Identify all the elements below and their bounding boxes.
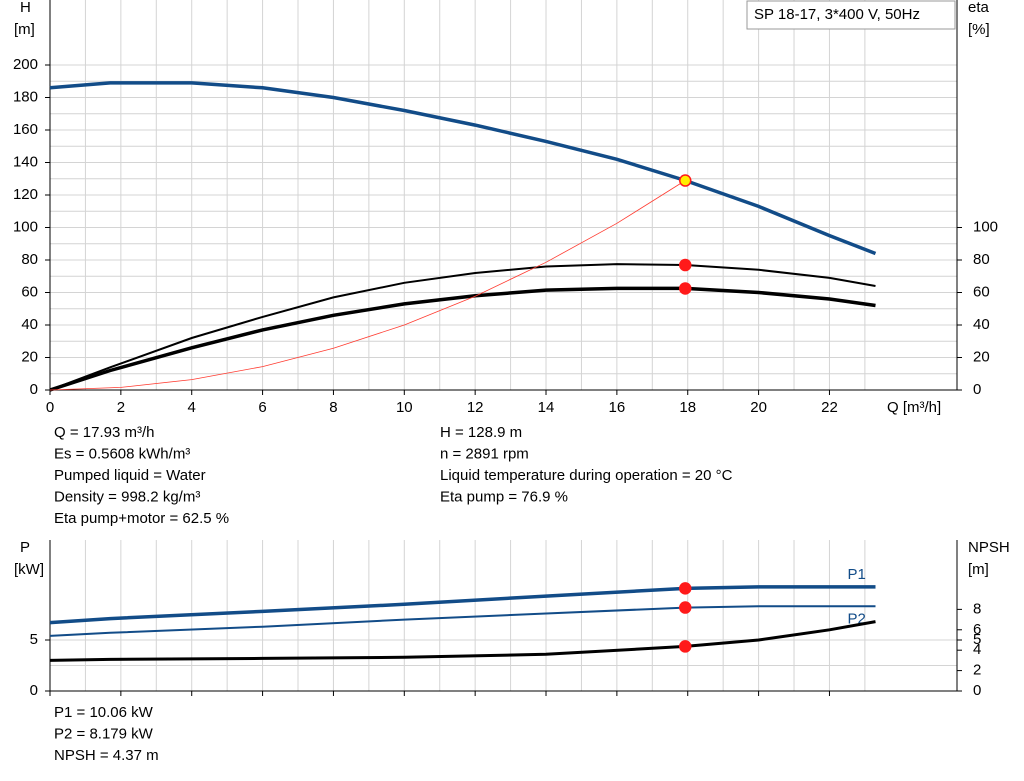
y-tick-label: 0 (30, 381, 38, 398)
y-axis-unit: [kW] (14, 561, 44, 578)
x-tick-label: 4 (188, 399, 196, 416)
y2-tick-label: 8 (973, 600, 981, 617)
legend-box (746, 0, 956, 30)
curve (49, 263, 876, 391)
x-tick-label: 0 (46, 399, 54, 416)
info-text: n = 2891 rpm (440, 445, 529, 462)
y2-tick-label: 4 (973, 641, 981, 658)
y2-tick-label: 80 (973, 251, 990, 268)
x-tick-label: 6 (258, 399, 266, 416)
curve (49, 585, 876, 625)
info-text: Es = 0.5608 kWh/m³ (54, 445, 190, 462)
x-tick-label: 2 (117, 399, 125, 416)
curve (49, 605, 876, 637)
y-tick-label: 200 (13, 56, 38, 73)
info-text: P1 = 10.06 kW (54, 704, 154, 721)
x-tick-label: 18 (679, 399, 696, 416)
x-tick-label: 14 (538, 399, 555, 416)
x-tick-label: 22 (821, 399, 838, 416)
y-tick-label: 0 (30, 682, 38, 699)
legend-text: SP 18-17, 3*400 V, 50Hz (754, 6, 920, 23)
y2-tick-label: 6 (973, 621, 981, 638)
curve (49, 81, 877, 256)
x-tick-label: 10 (396, 399, 413, 416)
info-text: Eta pump+motor = 62.5 % (54, 510, 229, 527)
y-tick-label: 40 (21, 316, 38, 333)
y-axis-label: P (20, 539, 30, 556)
y-tick-label: 140 (13, 153, 38, 170)
curve (49, 620, 876, 662)
info-text: P2 = 8.179 kW (54, 725, 154, 742)
y2-tick-label: 0 (973, 682, 981, 699)
y-tick-label: 80 (21, 251, 38, 268)
y-axis-label: H (20, 0, 31, 16)
y2-axis-unit: [m] (968, 561, 989, 578)
y-tick-label: 120 (13, 186, 38, 203)
y-tick-label: 100 (13, 218, 38, 235)
x-tick-label: 8 (329, 399, 337, 416)
y2-tick-label: 2 (973, 662, 981, 679)
info-text: Q = 17.93 m³/h (54, 424, 154, 441)
info-text: Liquid temperature during operation = 20… (440, 467, 733, 484)
y-tick-label: 180 (13, 88, 38, 105)
info-text: Eta pump = 76.9 % (440, 488, 568, 505)
y2-axis-label: eta (968, 0, 990, 16)
y2-tick-label: 60 (973, 283, 990, 300)
y2-axis-label: NPSH (968, 539, 1010, 556)
x-tick-label: 20 (750, 399, 767, 416)
info-text: NPSH = 4.37 m (54, 747, 159, 764)
y-tick-label: 160 (13, 121, 38, 138)
x-tick-label: 12 (467, 399, 484, 416)
y2-tick-label: 20 (973, 348, 990, 365)
info-text: H = 128.9 m (440, 424, 522, 441)
operating-point (679, 640, 692, 653)
y-tick-label: 5 (30, 631, 38, 648)
y2-tick-label: 100 (973, 218, 998, 235)
operating-point (679, 282, 692, 295)
operating-point (679, 601, 692, 614)
y2-tick-label: 5 (973, 631, 981, 648)
info-text: Pumped liquid = Water (54, 467, 206, 484)
info-text: Density = 998.2 kg/m³ (54, 488, 200, 505)
curve (49, 286, 876, 392)
y-tick-label: 20 (21, 348, 38, 365)
y2-axis-unit: [%] (968, 21, 990, 38)
operating-point (679, 582, 692, 595)
x-axis-label: Q [m³/h] (887, 399, 941, 416)
operating-point (679, 174, 692, 187)
curve (49, 180, 686, 391)
y-axis-unit: [m] (14, 21, 35, 38)
y2-tick-label: 0 (973, 381, 981, 398)
x-tick-label: 16 (609, 399, 626, 416)
series-label: P1 (848, 566, 866, 583)
y-tick-label: 60 (21, 283, 38, 300)
y2-tick-label: 40 (973, 316, 990, 333)
operating-point (679, 258, 692, 272)
